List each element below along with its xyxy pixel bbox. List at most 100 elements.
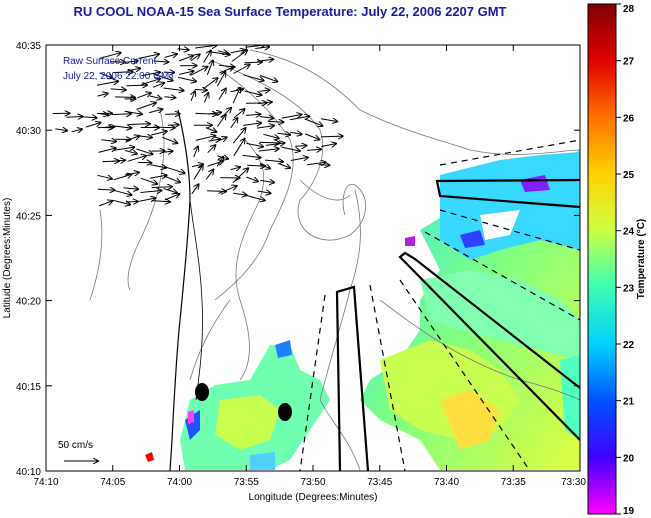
map-title: RU COOL NOAA-15 Sea Surface Temperature:…: [73, 4, 507, 19]
coastline: [169, 109, 191, 471]
current-vector: [163, 88, 183, 91]
current-vector: [127, 68, 141, 70]
current-vector: [140, 136, 152, 138]
colorbar-tick-label: 24: [623, 227, 635, 238]
current-vector: [304, 118, 323, 126]
current-vector: [112, 72, 133, 73]
transect-lines: [299, 139, 580, 471]
current-vector: [113, 147, 135, 151]
sst-patches-left: [145, 340, 330, 470]
current-vector: [203, 78, 218, 90]
current-vector: [153, 73, 173, 81]
current-vector: [265, 143, 284, 145]
colorbar-tick-label: 19: [623, 506, 635, 517]
current-vector: [195, 113, 217, 114]
current-vector: [162, 136, 177, 143]
current-vector: [255, 47, 269, 49]
colorbar-tick-label: 28: [623, 4, 635, 15]
colorbar-ticks: 28 27 26 25 24 23 22 21 20 19: [616, 3, 635, 517]
current-vector: [243, 123, 261, 126]
colorbar: [587, 3, 617, 515]
x-tick-label: 74:10: [33, 477, 58, 488]
current-vector: [112, 160, 125, 161]
current-vector: [256, 126, 274, 129]
current-vector: [99, 53, 121, 59]
current-vector: [113, 189, 131, 195]
current-vector: [163, 175, 180, 182]
current-vector: [204, 93, 208, 103]
current-vector: [123, 61, 138, 63]
current-vector: [246, 143, 264, 146]
current-vector: [218, 89, 226, 100]
current-vector: [205, 170, 213, 180]
current-vector: [139, 198, 155, 201]
x-axis-label: Longitude (Degrees:Minutes): [249, 492, 378, 503]
current-vector: [81, 117, 97, 118]
surface-current-vectors: [52, 45, 343, 206]
current-vector: [149, 109, 162, 112]
x-tick-label: 74:05: [100, 477, 125, 488]
survey-boxes: [335, 178, 580, 471]
x-tick-label: 73:35: [501, 477, 526, 488]
current-vector: [306, 162, 326, 164]
current-vector: [136, 103, 156, 110]
current-vector: [96, 81, 118, 86]
current-vector: [230, 118, 238, 129]
current-vector: [140, 191, 162, 193]
map-layers: [52, 45, 580, 471]
current-vector: [101, 140, 117, 142]
current-vector: [281, 115, 302, 119]
current-vector: [164, 54, 177, 58]
colorbar-tick-label: 23: [623, 283, 635, 294]
current-vector: [320, 119, 337, 122]
current-vector: [111, 114, 131, 115]
current-vector: [244, 90, 261, 95]
x-tick-label: 73:55: [234, 477, 259, 488]
current-vector: [232, 128, 245, 144]
current-vector: [233, 65, 250, 74]
current-vector: [97, 175, 113, 179]
coastline-inlet: [189, 199, 203, 401]
current-vector: [164, 97, 175, 98]
current-vector: [124, 111, 142, 114]
current-vector: [259, 142, 279, 143]
current-vector: [124, 172, 139, 175]
y-tick-label: 40:15: [16, 382, 41, 393]
current-vector: [99, 72, 113, 78]
current-vector: [151, 201, 170, 202]
current-vector: [247, 165, 265, 166]
current-vector: [194, 89, 207, 90]
x-tick-label: 73:50: [300, 477, 325, 488]
current-vector: [246, 176, 259, 181]
current-vector: [178, 71, 193, 74]
current-vector: [136, 148, 153, 154]
current-vector: [55, 129, 67, 131]
current-vector: [71, 129, 82, 132]
bathymetry-contours: [89, 49, 580, 471]
current-vector: [141, 79, 160, 86]
colorbar-tick-label: 27: [623, 57, 635, 68]
current-vector: [167, 125, 179, 126]
current-vector: [216, 137, 227, 143]
current-vector: [257, 102, 272, 104]
current-vector: [110, 89, 126, 90]
current-vector: [258, 149, 279, 151]
current-vector: [153, 61, 169, 62]
current-vector: [244, 194, 264, 201]
current-vector: [163, 72, 174, 73]
current-vector: [231, 50, 247, 62]
current-vector: [97, 189, 115, 190]
current-vector: [97, 93, 108, 96]
current-vector: [124, 151, 137, 154]
x-tick-label: 73:40: [434, 477, 459, 488]
y-tick-label: 40:25: [16, 211, 41, 222]
current-vector: [113, 199, 130, 204]
current-vector: [218, 186, 237, 194]
current-vector: [190, 67, 207, 76]
current-vector: [115, 126, 131, 128]
current-vector: [260, 180, 274, 182]
station-marker: [278, 403, 292, 421]
x-tick-label: 73:30: [561, 477, 586, 488]
current-vector: [113, 174, 132, 181]
current-vector: [110, 62, 125, 63]
